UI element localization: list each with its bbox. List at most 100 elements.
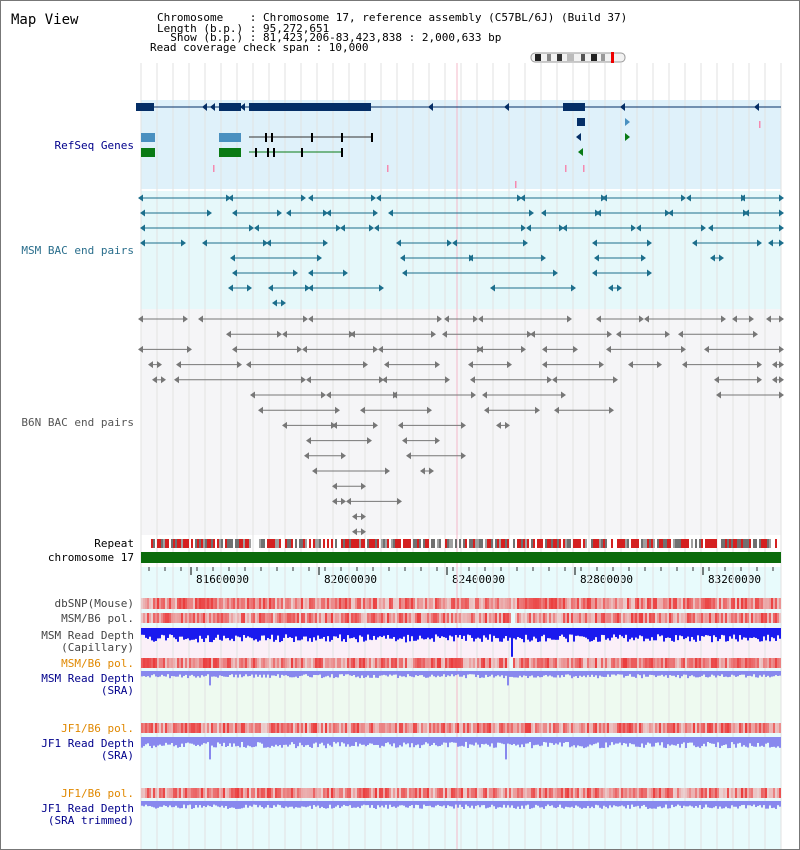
heat-cell	[173, 788, 175, 798]
heat-cell	[435, 723, 437, 733]
heat-cell	[501, 788, 503, 798]
depth-bar	[301, 801, 303, 807]
heat-cell	[303, 723, 305, 733]
repeat-bar	[627, 539, 629, 548]
repeat-bar	[491, 539, 493, 548]
msm-depth-capillary-label[interactable]: MSM Read Depth (Capillary)	[41, 629, 134, 654]
heat-cell	[601, 788, 603, 798]
heat-cell	[593, 613, 595, 623]
heat-cell	[193, 658, 195, 668]
msm-bac-pair-end	[779, 224, 784, 232]
depth-bar	[339, 628, 341, 635]
depth-bar	[237, 737, 239, 746]
msm-bac-pair-end	[323, 239, 328, 247]
depth-bar	[735, 628, 737, 640]
repeat-bar	[239, 539, 241, 548]
heat-cell	[395, 788, 397, 798]
heat-cell	[141, 723, 143, 733]
depth-bar	[435, 628, 437, 635]
jf1-depth-trimmed-label[interactable]: JF1 Read Depth (SRA trimmed)	[41, 802, 134, 827]
depth-bar	[507, 737, 509, 744]
depth-bar	[397, 671, 399, 679]
heat-cell	[533, 598, 535, 609]
jf1-pol-label[interactable]: JF1/B6 pol.	[61, 722, 134, 735]
depth-bar	[627, 801, 629, 806]
depth-bar	[481, 801, 483, 806]
depth-bar	[631, 671, 633, 677]
heat-cell	[779, 723, 781, 733]
depth-bar	[407, 737, 409, 744]
heat-cell	[471, 658, 473, 668]
heat-cell	[583, 658, 585, 668]
depth-bar	[687, 671, 689, 679]
msm-bac-pair-end	[272, 299, 277, 307]
depth-bar	[539, 801, 541, 808]
heat-cell	[661, 723, 663, 733]
heat-cell	[705, 658, 707, 668]
depth-bar	[153, 628, 155, 642]
heat-cell	[249, 723, 251, 733]
heat-cell	[759, 613, 761, 623]
heat-cell	[743, 598, 745, 609]
heat-cell	[529, 723, 531, 733]
b6n-bac-pair-end	[530, 330, 535, 338]
dbsnp-label[interactable]: dbSNP(Mouse)	[54, 597, 134, 610]
msm-bac-pair-end	[293, 269, 298, 277]
msm-pol-label[interactable]: MSM/B6 pol.	[61, 612, 134, 625]
heat-cell	[731, 613, 733, 623]
heat-cell	[615, 658, 617, 668]
depth-bar	[193, 671, 195, 677]
msm-bac-pair-end	[641, 254, 646, 262]
heat-cell	[487, 658, 489, 668]
heat-cell	[447, 598, 449, 609]
heat-cell	[257, 658, 259, 668]
depth-bar	[577, 737, 579, 746]
depth-bar	[179, 801, 181, 809]
pink-tick	[387, 165, 389, 172]
depth-bar	[571, 737, 573, 747]
repeat-bar	[725, 539, 727, 548]
heat-cell	[737, 788, 739, 798]
heat-cell	[201, 598, 203, 609]
heat-cell	[291, 598, 293, 609]
repeat-bar	[397, 539, 399, 548]
b6n-bac-label[interactable]: B6N BAC end pairs	[21, 416, 134, 429]
depth-bar	[265, 737, 267, 748]
heat-cell	[243, 658, 245, 668]
depth-bar	[259, 671, 261, 675]
refseq-genes-label[interactable]: RefSeq Genes	[54, 139, 134, 152]
depth-bar	[285, 737, 287, 745]
jf1-pol-trimmed-label[interactable]: JF1/B6 pol.	[61, 787, 134, 800]
heat-cell	[509, 598, 511, 609]
heat-cell	[301, 723, 303, 733]
depth-bar	[385, 801, 387, 805]
heat-cell	[191, 723, 193, 733]
heat-cell	[495, 598, 497, 609]
heat-cell	[241, 598, 243, 609]
depth-bar	[501, 628, 503, 642]
msm-pol-sra-label[interactable]: MSM/B6 pol.	[61, 657, 134, 670]
heat-cell	[411, 788, 413, 798]
repeat-bar	[755, 539, 757, 548]
heat-cell	[275, 658, 277, 668]
depth-bar	[419, 671, 421, 676]
depth-bar	[247, 737, 249, 746]
depth-bar	[373, 737, 375, 746]
heat-cell	[547, 788, 549, 798]
depth-bar	[187, 671, 189, 679]
heat-cell	[671, 788, 673, 798]
heat-cell	[703, 613, 705, 623]
heat-cell	[573, 723, 575, 733]
msm-depth-sra-label[interactable]: MSM Read Depth (SRA)	[41, 672, 134, 697]
msm-bac-label[interactable]: MSM BAC end pairs	[21, 244, 134, 257]
heat-cell	[585, 788, 587, 798]
heat-cell	[423, 598, 425, 609]
gene-arrow	[428, 103, 433, 111]
heat-cell	[713, 723, 715, 733]
heat-cell	[611, 658, 613, 668]
heat-cell	[613, 598, 615, 609]
depth-bar	[617, 801, 619, 807]
depth-bar	[769, 737, 771, 748]
jf1-depth-label[interactable]: JF1 Read Depth (SRA)	[41, 737, 134, 762]
heat-cell	[777, 723, 779, 733]
